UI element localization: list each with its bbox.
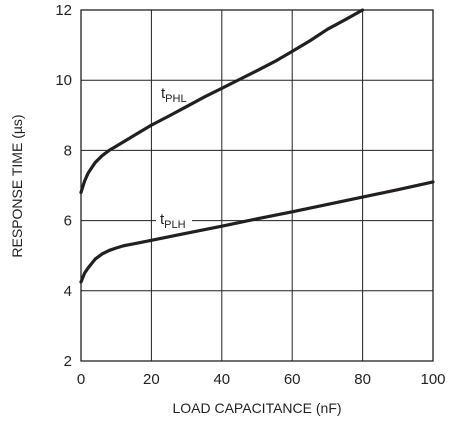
y-tick-labels: 2 4 6 8 10 12 (55, 2, 72, 370)
series-label-mask (156, 210, 192, 233)
y-tick-label: 10 (55, 72, 72, 89)
x-tick-label: 20 (143, 371, 160, 388)
x-tick-label: 40 (213, 371, 230, 388)
series-label-phl: tPHL (161, 85, 187, 105)
y-tick-label: 2 (64, 353, 72, 370)
x-axis-title: LOAD CAPACITANCE (nF) (172, 400, 341, 416)
y-tick-label: 8 (64, 142, 72, 159)
label-masks (156, 83, 193, 233)
x-tick-labels: 0 20 40 60 80 100 (77, 371, 446, 388)
series-label-mask (157, 83, 193, 106)
x-tick-label: 60 (284, 371, 301, 388)
y-tick-label: 6 (64, 213, 72, 230)
y-tick-label: 4 (64, 283, 72, 300)
y-axis-title: RESPONSE TIME (µs) (9, 114, 25, 257)
y-tick-label: 12 (55, 2, 72, 19)
series-line-phl (79, 8, 365, 195)
series-labels: tPHL tPLH (160, 85, 187, 231)
series-lines (79, 8, 435, 284)
x-tick-label: 0 (77, 371, 85, 388)
series-label-plh: tPLH (160, 211, 186, 231)
x-tick-label: 100 (420, 371, 445, 388)
series-line-plh (79, 180, 435, 284)
grid-lines (81, 10, 433, 361)
plot-frame (80, 9, 434, 362)
x-tick-label: 80 (354, 371, 371, 388)
